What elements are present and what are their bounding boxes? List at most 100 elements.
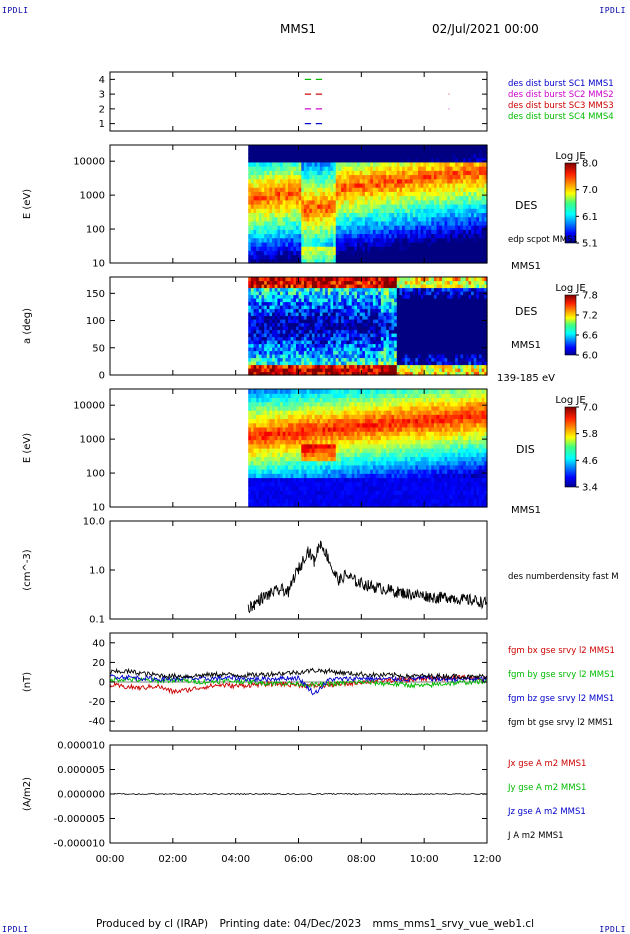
heatmap-cell [364,326,369,331]
heatmap-cell [357,280,361,285]
heatmap-cell [256,191,260,197]
heatmap-cell [290,191,294,197]
heatmap-cell [402,216,406,222]
heatmap-cell [439,204,443,209]
heatmap-cell [425,364,430,369]
heatmap-cell [314,246,318,251]
heatmap-cell [447,354,451,359]
heatmap-cell [303,237,308,243]
heatmap-cell [468,336,472,341]
heatmap-cell [325,333,329,338]
heatmap-cell [396,166,401,171]
heatmap-cell [351,364,355,369]
heatmap-cell [418,294,422,299]
heatmap-cell [386,343,390,348]
heatmap-cell [277,354,281,359]
heatmap-cell [274,305,279,310]
heatmap-cell [354,237,358,243]
heatmap-cell [301,280,305,285]
heatmap-cell [301,368,305,373]
heatmap-cell [285,291,289,296]
heatmap-cell [388,246,393,251]
heatmap-cell [465,301,470,306]
heatmap-cell [274,333,279,338]
heatmap-cell [380,298,385,303]
heatmap-cell [452,364,456,369]
heatmap-cell [325,229,329,235]
heatmap-cell [309,250,313,256]
heatmap-cell [258,301,263,306]
heatmap-cell [359,212,363,218]
heatmap-cell [418,174,422,180]
heatmap-cell [402,258,406,264]
heatmap-cell [261,229,265,235]
heatmap-cell [479,216,483,222]
heatmap-cell [343,161,347,167]
heatmap-cell [463,153,467,159]
heatmap-cell [274,191,279,197]
heatmap-cell [439,294,443,299]
heatmap-cell [282,368,286,373]
heatmap-cell [479,229,483,235]
heatmap-cell [463,350,467,355]
heatmap-cell [372,237,377,243]
heatmap-cell [357,371,361,376]
heatmap-cell [402,246,406,251]
heatmap-cell [404,246,409,251]
heatmap-cell [380,368,385,373]
heatmap-cell [359,204,363,209]
heatmap-cell [277,225,281,230]
heatmap-cell [380,322,385,327]
heatmap-cell [396,284,401,289]
heatmap-cell [317,246,321,251]
heatmap-cell [298,343,302,348]
heatmap-cell [460,157,464,163]
heatmap-cell [399,246,403,251]
heatmap-cell [333,250,337,256]
heatmap-cell [479,301,483,306]
heatmap-cell [388,178,393,184]
heatmap-cell [319,284,324,289]
heatmap-cell [285,208,289,214]
heatmap-cell [343,182,347,188]
heatmap-cell [439,312,443,317]
heatmap-cell [280,347,284,352]
heatmap-cell [394,195,398,201]
heatmap-cell [303,340,308,345]
heatmap-cell [436,145,440,150]
heatmap-cell [436,347,440,352]
heatmap-cell [402,195,406,201]
heatmap-cell [449,284,454,289]
heatmap-cell [269,368,273,373]
heatmap-cell [301,364,305,369]
heatmap-cell [441,287,446,292]
heatmap-cell [261,354,265,359]
heatmap-cell [256,371,260,376]
heatmap-cell [396,298,401,303]
heatmap-cell [330,233,334,239]
heatmap-cell [415,174,419,180]
heatmap-cell [333,319,337,324]
heatmap-cell [280,157,284,163]
heatmap-cell [441,254,446,260]
heatmap-cell [359,312,363,317]
heatmap-cell [410,294,414,299]
heatmap-cell [399,166,403,171]
heatmap-cell [325,336,329,341]
heatmap-cell [391,157,395,163]
heatmap-cell [402,329,406,334]
heatmap-cell [362,216,366,222]
heatmap-cell [298,191,302,197]
heatmap-cell [431,280,435,285]
heatmap-cell [383,294,387,299]
heatmap-cell [335,174,340,180]
heatmap-cell [261,220,265,226]
heatmap-cell [428,291,432,296]
heatmap-cell [280,153,284,159]
heatmap-cell [391,298,395,303]
heatmap-cell [399,291,403,296]
heatmap-cell [370,153,374,159]
heatmap-cell [473,191,477,197]
heatmap-cell [319,354,324,359]
heatmap-cell [311,361,316,366]
